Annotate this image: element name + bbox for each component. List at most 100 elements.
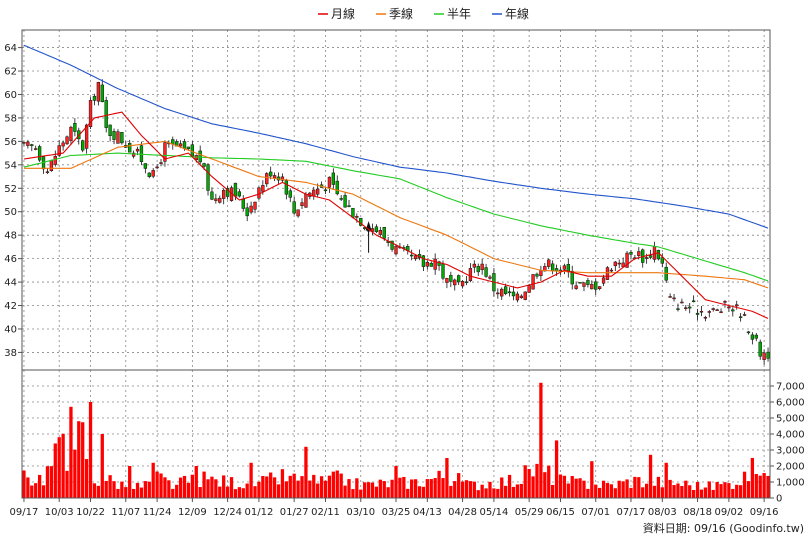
volume-bar [551,484,555,498]
candle-down [464,281,469,284]
candle-up [49,159,54,171]
volume-bar [586,488,590,498]
volume-bar [37,474,42,498]
volume-bar [445,458,449,498]
price-tick-label: 50 [4,207,17,218]
volume-bar [61,433,65,498]
ma-month-line [23,111,769,319]
date-axis: 09/17 10/03 10/22 11/07 11/24 12/09 12/24 01/12… [10,498,779,518]
volume-tick-label: 2,000 [776,462,805,473]
volume-bar [460,481,465,498]
candle-up [413,255,418,260]
candle-down [206,164,210,191]
volume-bar [155,471,159,498]
candle-up [703,316,708,319]
candle-up [249,205,253,213]
volume-bar [202,471,206,498]
volume-bar [370,482,375,498]
candle-up [500,288,504,297]
volume-bar [100,434,104,498]
volume-tick-label: 3,000 [776,446,805,457]
candle-up [699,310,704,313]
date-tick-label: 11/24 [143,507,172,518]
volume-bar [128,466,132,498]
volume-tick-label: 0 [776,494,782,505]
date-tick-label: 10/22 [76,507,105,518]
candle-up [742,314,747,316]
volume-bar [703,487,708,498]
candle-up [57,145,61,156]
candle-up [715,309,719,311]
candle-down [73,122,77,132]
candle-up [480,263,484,271]
candle-up [727,306,731,309]
candle-up [562,265,567,270]
volume-bar [131,488,136,498]
volume-bar [30,485,34,498]
volume-bar [664,462,668,498]
candle-down [147,172,151,177]
candle-up [296,209,300,217]
candle-down [570,270,574,285]
volume-bar [135,482,140,498]
volume-bar [81,422,85,498]
volume-bar [96,485,101,498]
volume-bar [507,474,512,498]
candle-down [237,191,242,197]
candle-up [53,156,57,165]
legend-label: 月線 [331,6,355,21]
legend-label: 年線 [505,6,529,21]
volume-bar [594,484,598,498]
volume-bars [22,382,770,498]
volume-bar [269,472,273,498]
volume-bar [280,469,285,498]
candle-up [84,124,89,149]
date-tick-label: 07/01 [581,507,610,518]
candle-up [159,162,163,164]
candle-up [135,148,140,152]
candle-up [45,171,50,173]
date-tick-label: 11/07 [111,507,140,518]
date-tick-label: 09/17 [10,507,39,518]
volume-bar [421,486,426,498]
candle-down [390,240,394,250]
moving-average-lines [23,44,769,319]
candle-down [731,309,735,312]
volume-bar [590,461,594,498]
candle-down [754,334,758,339]
volume-bar [500,477,504,498]
candle-up [300,202,304,206]
candle-up [609,269,614,272]
volume-bar [104,480,108,498]
price-tick-label: 46 [4,254,17,265]
volume-bar [229,477,234,498]
candle-down [535,273,539,277]
volume-bar [386,487,390,498]
candle-up [378,229,382,235]
volume-bar [77,421,81,498]
volume-bar [453,481,457,498]
candle-up [261,185,265,192]
date-tick-label: 06/15 [546,507,575,518]
candle-down [374,226,379,233]
volume-bar [382,481,386,498]
volume-bar [742,471,747,498]
candle-up [531,274,535,290]
candle-down [648,255,653,258]
volume-bar [668,479,672,498]
candle-down [695,312,700,315]
volume-bar [394,466,398,498]
volume-bar [641,487,645,498]
volume-bar [186,482,191,498]
volume-bar [613,488,617,498]
volume-bar [758,475,762,498]
volume-bar [417,486,422,498]
candle-down [104,100,108,128]
candle-down [347,205,351,207]
volume-bar [323,480,328,498]
volume-bar [92,483,97,498]
volume-bar [69,406,73,498]
candle-down [186,146,191,150]
volume-bar [719,484,723,498]
